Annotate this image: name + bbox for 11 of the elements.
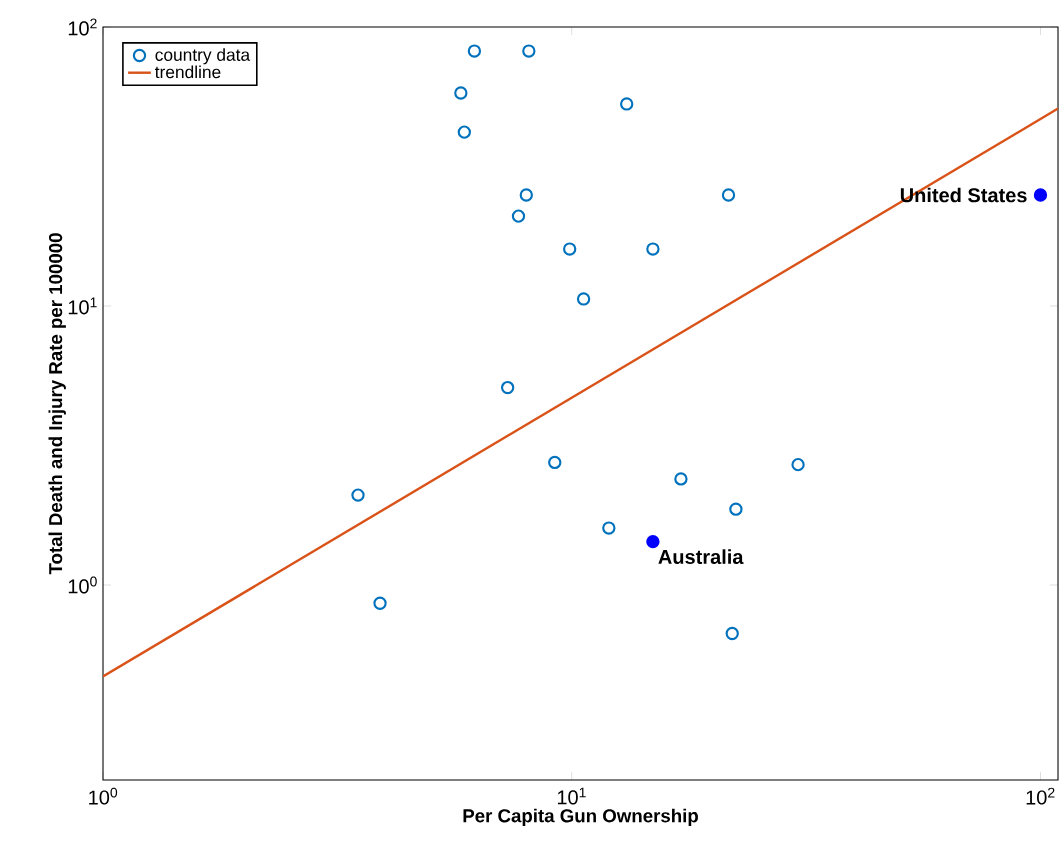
y-tick-label: 10$^{0}$ [68,576,97,594]
y-tick-label: 10$^{2}$ [68,18,97,36]
annotation: Australia [658,549,744,564]
y-tick-label: 10$^{1}$ [68,297,97,315]
x-tick-label: 10$^{1}$ [557,787,586,805]
y-axis-title: Total Death and Injury Rate per 100000 [48,233,66,575]
legend-label: trendline [155,65,221,79]
legend-label: country data [155,48,251,65]
x-tick-label: 10$^{2}$ [1026,787,1055,805]
x-tick-label: 10$^{0}$ [89,787,118,805]
x-axis-title: Per Capita Gun Ownership [463,808,698,827]
